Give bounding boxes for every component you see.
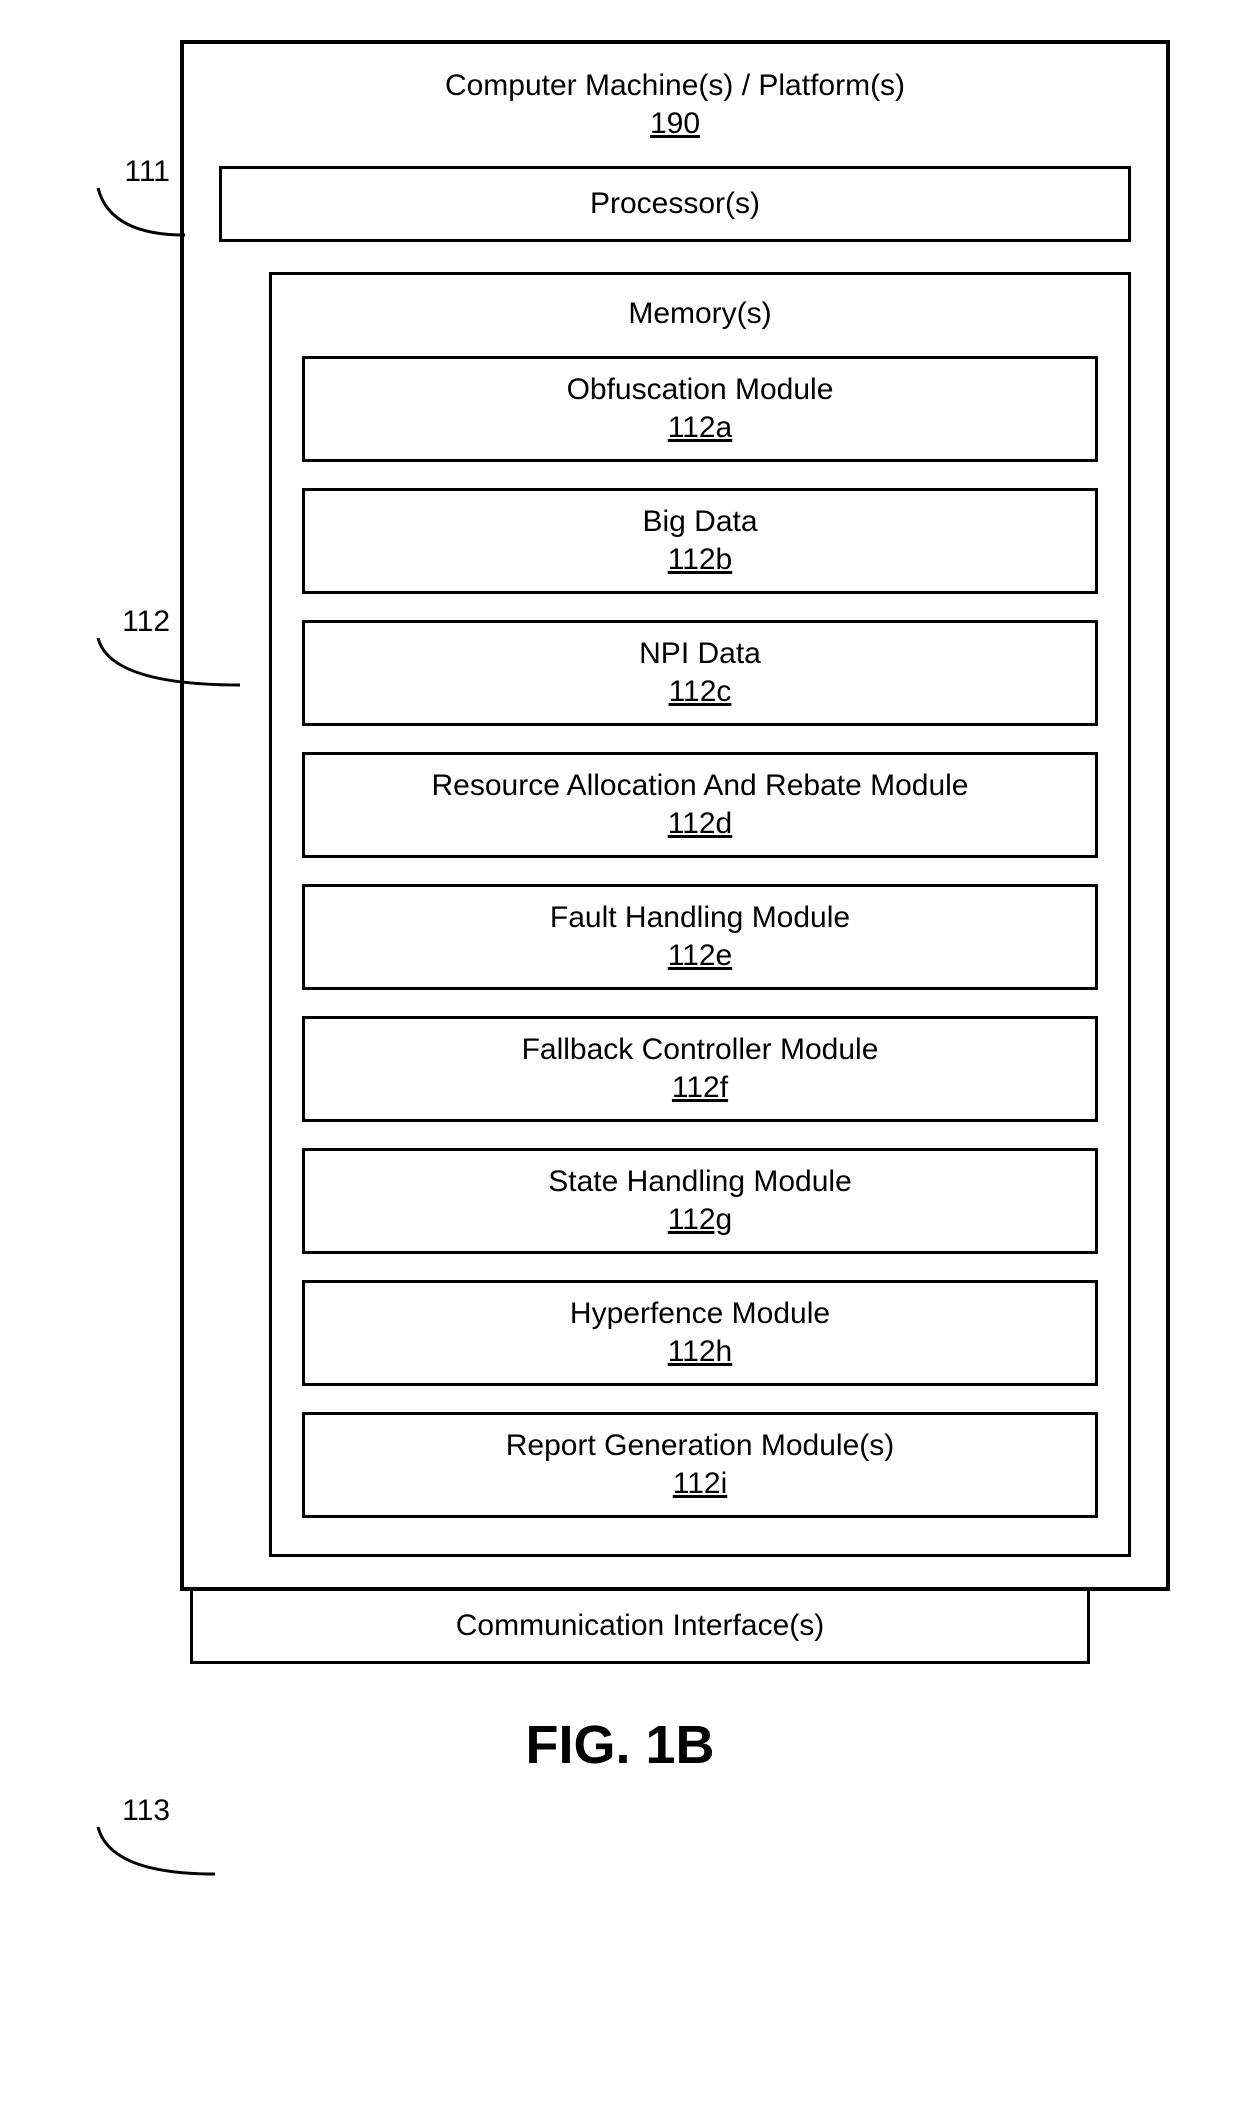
module-ref: 112e xyxy=(315,939,1085,973)
module-ref: 112a xyxy=(315,411,1085,445)
callout-111: 111 xyxy=(70,155,170,189)
module-report-generation: Report Generation Module(s) 112i xyxy=(302,1412,1098,1518)
callout-113-curve xyxy=(90,1819,235,1889)
module-obfuscation: Obfuscation Module 112a xyxy=(302,356,1098,462)
module-fault-handling: Fault Handling Module 112e xyxy=(302,884,1098,990)
module-ref: 112d xyxy=(315,807,1085,841)
communication-interface-box: Communication Interface(s) xyxy=(190,1588,1090,1664)
module-npi-data: NPI Data 112c xyxy=(302,620,1098,726)
module-ref: 112f xyxy=(315,1071,1085,1105)
module-ref: 112g xyxy=(315,1203,1085,1237)
module-label: Resource Allocation And Rebate Module xyxy=(315,769,1085,803)
module-label: Obfuscation Module xyxy=(315,373,1085,407)
outer-box: Computer Machine(s) / Platform(s) 190 Pr… xyxy=(180,40,1170,1591)
module-label: Fallback Controller Module xyxy=(315,1033,1085,1067)
module-label: Report Generation Module(s) xyxy=(315,1429,1085,1463)
module-ref: 112h xyxy=(315,1335,1085,1369)
module-big-data: Big Data 112b xyxy=(302,488,1098,594)
callout-113: 113 xyxy=(70,1794,170,1828)
processor-box: Processor(s) xyxy=(219,166,1131,242)
memory-box: Memory(s) Obfuscation Module 112a Big Da… xyxy=(269,272,1131,1557)
figure-caption: FIG. 1B xyxy=(70,1714,1170,1776)
module-label: State Handling Module xyxy=(315,1165,1085,1199)
module-ref: 112c xyxy=(315,675,1085,709)
module-ref: 112i xyxy=(315,1467,1085,1501)
module-label: Big Data xyxy=(315,505,1085,539)
module-label: Hyperfence Module xyxy=(315,1297,1085,1331)
title: Computer Machine(s) / Platform(s) xyxy=(219,69,1131,103)
diagram-container: 111 112 113 Computer Machine(s) / Platfo… xyxy=(70,40,1170,1776)
module-hyperfence: Hyperfence Module 112h xyxy=(302,1280,1098,1386)
title-ref: 190 xyxy=(219,107,1131,141)
memory-label: Memory(s) xyxy=(302,297,1098,331)
header-block: Computer Machine(s) / Platform(s) 190 xyxy=(219,69,1131,141)
module-resource-allocation: Resource Allocation And Rebate Module 11… xyxy=(302,752,1098,858)
module-ref: 112b xyxy=(315,543,1085,577)
module-state-handling: State Handling Module 112g xyxy=(302,1148,1098,1254)
communication-interface-label: Communication Interface(s) xyxy=(203,1609,1077,1643)
module-label: Fault Handling Module xyxy=(315,901,1085,935)
module-fallback-controller: Fallback Controller Module 112f xyxy=(302,1016,1098,1122)
callout-112: 112 xyxy=(70,605,170,639)
module-label: NPI Data xyxy=(315,637,1085,671)
processor-label: Processor(s) xyxy=(232,187,1118,221)
